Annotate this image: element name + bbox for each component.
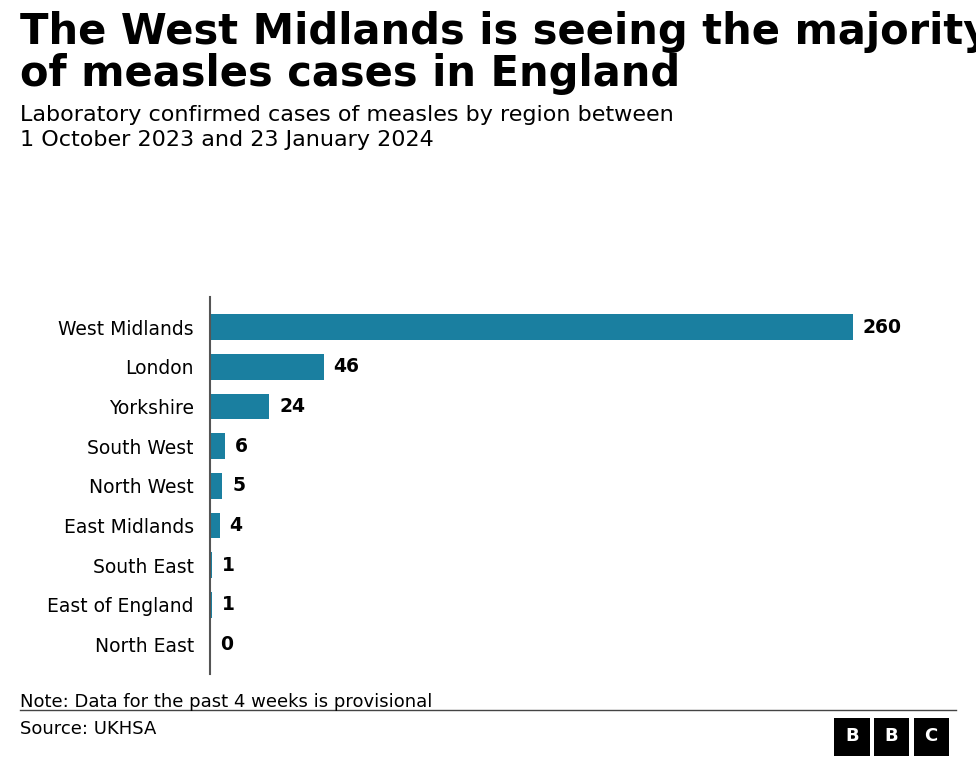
Text: 0: 0 [220, 635, 232, 654]
Bar [210, 394, 269, 419]
Text: B: B [885, 728, 898, 745]
Bar [210, 354, 324, 379]
Bar [210, 552, 213, 578]
Text: 4: 4 [229, 516, 243, 535]
Text: C: C [924, 728, 938, 745]
Bar [210, 592, 213, 617]
Text: B: B [845, 728, 859, 745]
Text: 5: 5 [232, 476, 245, 495]
Text: 260: 260 [863, 318, 902, 337]
Text: 1 October 2023 and 23 January 2024: 1 October 2023 and 23 January 2024 [20, 130, 433, 149]
Bar [210, 473, 223, 498]
Bar [210, 513, 220, 538]
Text: 6: 6 [234, 437, 248, 456]
FancyBboxPatch shape [914, 719, 949, 756]
Text: The West Midlands is seeing the majority: The West Midlands is seeing the majority [20, 11, 976, 53]
Text: 24: 24 [279, 397, 305, 416]
FancyBboxPatch shape [874, 719, 910, 756]
Bar [210, 314, 853, 340]
Text: 46: 46 [334, 357, 359, 376]
Text: Note: Data for the past 4 weeks is provisional: Note: Data for the past 4 weeks is provi… [20, 693, 432, 712]
Text: Source: UKHSA: Source: UKHSA [20, 720, 156, 738]
Bar [210, 434, 224, 459]
FancyBboxPatch shape [834, 719, 870, 756]
Text: 1: 1 [223, 595, 235, 614]
Text: Laboratory confirmed cases of measles by region between: Laboratory confirmed cases of measles by… [20, 105, 673, 125]
Text: of measles cases in England: of measles cases in England [20, 53, 679, 95]
Text: 1: 1 [223, 555, 235, 575]
